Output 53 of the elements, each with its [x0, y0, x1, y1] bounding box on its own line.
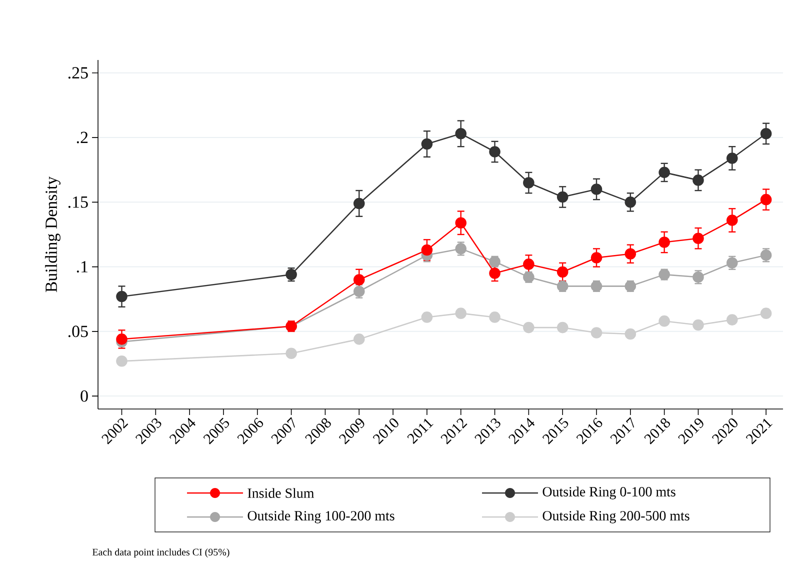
y-tick-label: .25	[68, 67, 88, 79]
point	[353, 334, 365, 345]
point	[658, 315, 670, 327]
point	[523, 322, 534, 334]
point	[421, 244, 433, 256]
point	[760, 308, 772, 319]
legend-label: Outside Ring 200-500 mts	[542, 510, 690, 524]
point	[556, 322, 568, 334]
point	[489, 312, 500, 323]
y-tick-label: .1	[76, 261, 88, 273]
point	[523, 177, 534, 188]
point	[421, 138, 433, 150]
point	[624, 248, 636, 260]
point	[455, 217, 467, 228]
point	[624, 196, 636, 208]
point	[726, 314, 738, 326]
point	[590, 327, 602, 338]
y-tick-label: .2	[76, 132, 88, 144]
point	[692, 319, 704, 331]
point	[760, 128, 772, 140]
point	[421, 312, 433, 323]
y-tick-label: .15	[68, 196, 88, 208]
point	[726, 214, 738, 226]
point	[692, 232, 704, 244]
point	[556, 191, 568, 203]
legend-label: Outside Ring 100-200 mts	[248, 510, 394, 524]
point	[353, 274, 365, 286]
point	[116, 290, 128, 302]
point	[523, 258, 534, 270]
point	[658, 236, 670, 248]
point	[455, 243, 467, 254]
point	[760, 194, 772, 206]
text: Each data point includes CI (95%)	[92, 548, 230, 558]
y-tick-label: 0	[80, 390, 88, 402]
legend-label: Outside Ring 0-100 mts	[542, 486, 676, 500]
point	[353, 198, 365, 210]
point	[624, 328, 636, 340]
point	[590, 252, 602, 264]
point	[116, 356, 128, 367]
point	[455, 308, 467, 319]
legend-label: Inside Slum	[248, 488, 314, 498]
point	[556, 266, 568, 278]
point	[726, 152, 738, 164]
point	[590, 184, 602, 195]
point	[286, 348, 297, 360]
point	[489, 146, 500, 158]
point	[116, 334, 128, 345]
y-axis-title: Building Density	[45, 176, 60, 292]
point	[489, 268, 500, 279]
point	[658, 166, 670, 178]
y-tick-label: .05	[68, 326, 88, 338]
point	[455, 128, 467, 140]
point	[692, 174, 704, 186]
